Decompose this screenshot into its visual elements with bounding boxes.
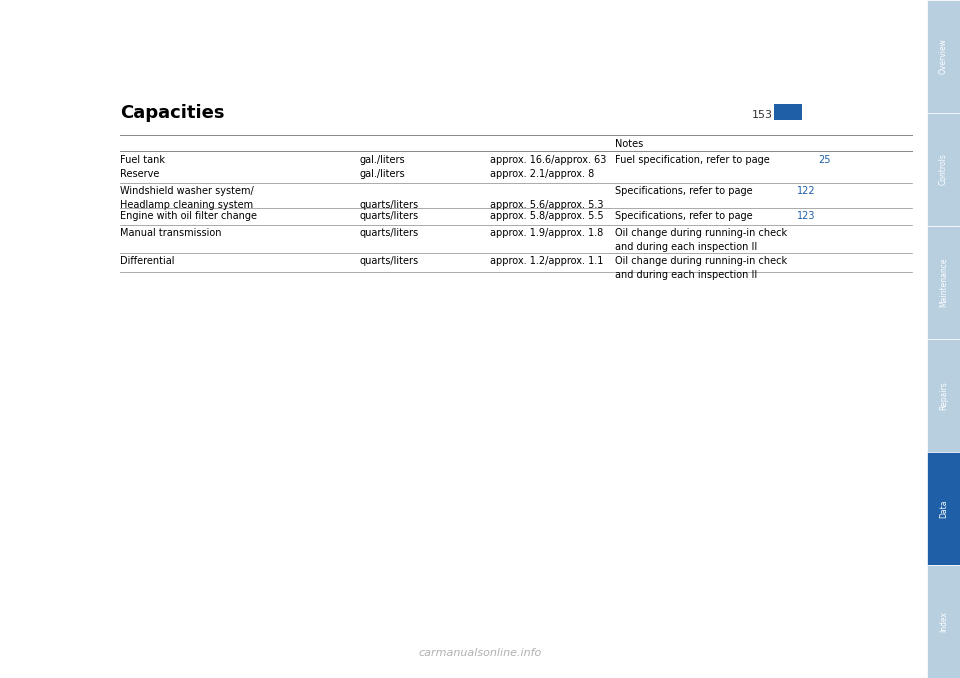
- Text: 25: 25: [819, 155, 831, 165]
- Text: Notes: Notes: [615, 139, 643, 149]
- Text: Data: Data: [939, 499, 948, 518]
- Bar: [927, 226, 960, 339]
- Text: Overview: Overview: [939, 39, 948, 75]
- Text: Windshield washer system/
Headlamp cleaning system: Windshield washer system/ Headlamp clean…: [120, 186, 253, 210]
- Text: Controls: Controls: [939, 153, 948, 186]
- Text: Maintenance: Maintenance: [939, 258, 948, 307]
- Text: Differential: Differential: [120, 256, 175, 266]
- Text: approx. 5.6/approx. 5.3: approx. 5.6/approx. 5.3: [490, 186, 604, 210]
- Bar: [927, 452, 960, 565]
- Bar: [774, 104, 802, 120]
- Text: 122: 122: [797, 186, 815, 196]
- Text: Index: Index: [939, 611, 948, 632]
- Text: 153: 153: [752, 110, 773, 120]
- Text: gal./liters
gal./liters: gal./liters gal./liters: [360, 155, 406, 179]
- Text: Repairs: Repairs: [939, 381, 948, 410]
- Bar: [927, 113, 960, 226]
- Text: approx. 16.6/approx. 63
approx. 2.1/approx. 8: approx. 16.6/approx. 63 approx. 2.1/appr…: [490, 155, 607, 179]
- Text: approx. 1.2/approx. 1.1: approx. 1.2/approx. 1.1: [490, 256, 604, 266]
- Bar: [927, 0, 960, 113]
- Text: carmanualsonline.info: carmanualsonline.info: [419, 648, 541, 658]
- Text: Fuel tank
Reserve: Fuel tank Reserve: [120, 155, 165, 179]
- Text: Oil change during running-in check
and during each inspection II: Oil change during running-in check and d…: [615, 228, 787, 252]
- Text: Capacities: Capacities: [120, 104, 225, 122]
- Text: Specifications, refer to page: Specifications, refer to page: [615, 186, 756, 196]
- Text: quarts/liters: quarts/liters: [360, 256, 420, 266]
- Text: Specifications, refer to page: Specifications, refer to page: [615, 211, 756, 221]
- Text: Fuel specification, refer to page: Fuel specification, refer to page: [615, 155, 773, 165]
- Text: Oil change during running-in check
and during each inspection II: Oil change during running-in check and d…: [615, 256, 787, 280]
- Text: 123: 123: [797, 211, 815, 221]
- Text: quarts/liters: quarts/liters: [360, 186, 420, 210]
- Text: Manual transmission: Manual transmission: [120, 228, 222, 238]
- Text: approx. 1.9/approx. 1.8: approx. 1.9/approx. 1.8: [490, 228, 603, 238]
- Text: quarts/liters: quarts/liters: [360, 228, 420, 238]
- Text: approx. 5.8/approx. 5.5: approx. 5.8/approx. 5.5: [490, 211, 604, 221]
- Text: Engine with oil filter change: Engine with oil filter change: [120, 211, 257, 221]
- Bar: [927, 565, 960, 678]
- Text: quarts/liters: quarts/liters: [360, 211, 420, 221]
- Bar: [927, 339, 960, 452]
